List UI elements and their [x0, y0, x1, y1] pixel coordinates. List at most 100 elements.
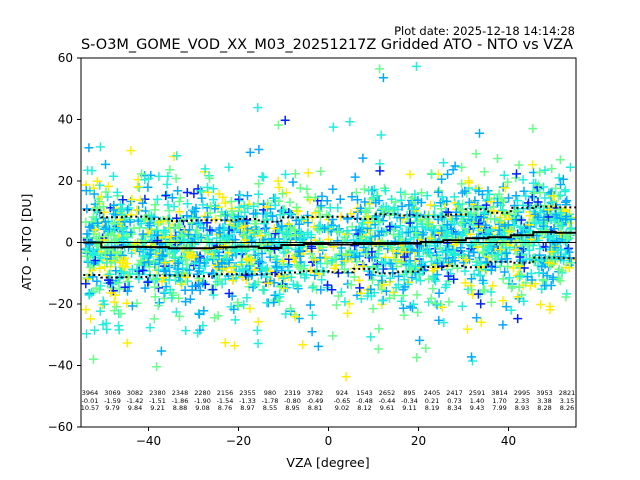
data-point	[212, 263, 222, 272]
data-point	[294, 262, 304, 272]
data-point	[98, 320, 108, 330]
data-point	[136, 219, 146, 229]
data-point	[332, 300, 341, 310]
data-point	[160, 258, 170, 268]
data-point	[136, 256, 146, 265]
data-point	[120, 282, 130, 292]
data-point	[516, 215, 526, 225]
data-point	[307, 243, 317, 253]
data-point	[565, 162, 575, 172]
data-point	[524, 198, 533, 208]
data-point	[517, 270, 527, 280]
data-point	[374, 324, 384, 334]
data-point	[174, 293, 184, 303]
data-point	[456, 243, 466, 253]
data-point	[511, 245, 521, 255]
data-point	[245, 147, 255, 157]
bin-std: 8.97	[240, 404, 254, 412]
data-point	[486, 265, 496, 275]
data-point	[300, 273, 310, 283]
data-point	[411, 261, 421, 271]
data-point	[532, 182, 542, 192]
data-point	[422, 219, 432, 229]
data-point	[275, 210, 285, 220]
data-point	[375, 217, 385, 227]
data-point	[138, 229, 148, 239]
data-point	[94, 197, 104, 207]
data-point	[437, 174, 447, 184]
data-point	[444, 297, 454, 307]
data-point	[410, 227, 420, 237]
data-point	[219, 225, 229, 235]
data-point	[535, 167, 545, 177]
y-tick-label: 40	[58, 113, 73, 127]
data-point	[551, 184, 561, 193]
data-point	[308, 283, 317, 293]
data-point	[279, 248, 289, 258]
data-point	[511, 207, 520, 216]
data-point	[467, 352, 476, 362]
data-point	[95, 142, 105, 152]
data-point	[202, 256, 212, 265]
data-point	[224, 289, 234, 298]
data-point	[96, 281, 106, 291]
data-point	[250, 265, 260, 275]
data-point	[544, 258, 554, 268]
data-point	[162, 190, 172, 200]
data-point	[528, 124, 538, 134]
data-point	[266, 234, 276, 244]
data-point	[345, 117, 355, 127]
data-point	[412, 353, 422, 362]
data-point	[249, 209, 258, 219]
data-point	[257, 249, 267, 258]
bin-mean: -1.54	[217, 397, 234, 405]
data-point	[112, 302, 121, 312]
data-point	[153, 194, 162, 204]
data-point	[435, 228, 445, 238]
data-point	[294, 246, 304, 256]
data-point	[101, 159, 110, 169]
data-point	[376, 130, 386, 140]
data-point	[366, 332, 376, 342]
data-point	[498, 196, 508, 206]
data-point	[396, 187, 406, 197]
data-point	[262, 215, 272, 225]
data-point	[276, 281, 286, 291]
data-point	[150, 292, 160, 302]
data-point	[118, 261, 128, 271]
data-point	[98, 202, 108, 212]
data-point	[464, 176, 473, 186]
data-point	[302, 184, 312, 194]
data-point	[303, 228, 313, 238]
data-point	[495, 261, 505, 271]
data-point	[193, 280, 203, 289]
data-point	[164, 275, 174, 285]
data-point	[132, 205, 142, 215]
data-point	[138, 198, 148, 208]
data-point	[111, 290, 120, 300]
data-point	[82, 229, 92, 239]
data-point	[507, 282, 517, 291]
data-point	[545, 232, 554, 242]
data-point	[429, 263, 439, 273]
data-point	[88, 250, 98, 259]
data-point	[224, 233, 234, 243]
bin-std: 8.34	[447, 404, 461, 412]
data-point	[290, 169, 300, 179]
data-point	[203, 182, 212, 192]
bin-count: 895	[403, 389, 415, 397]
data-point	[208, 195, 218, 205]
data-point	[450, 161, 460, 171]
data-point	[103, 237, 113, 247]
bin-std: 7.99	[492, 404, 506, 412]
bin-count: 3069	[104, 389, 121, 397]
data-point	[126, 146, 136, 156]
data-point	[82, 204, 92, 214]
data-point	[519, 263, 529, 273]
data-point	[478, 276, 488, 285]
data-point	[149, 256, 159, 266]
data-point	[360, 197, 370, 207]
data-point	[480, 208, 489, 218]
data-point	[521, 278, 531, 288]
bin-std: 10.57	[81, 404, 100, 412]
